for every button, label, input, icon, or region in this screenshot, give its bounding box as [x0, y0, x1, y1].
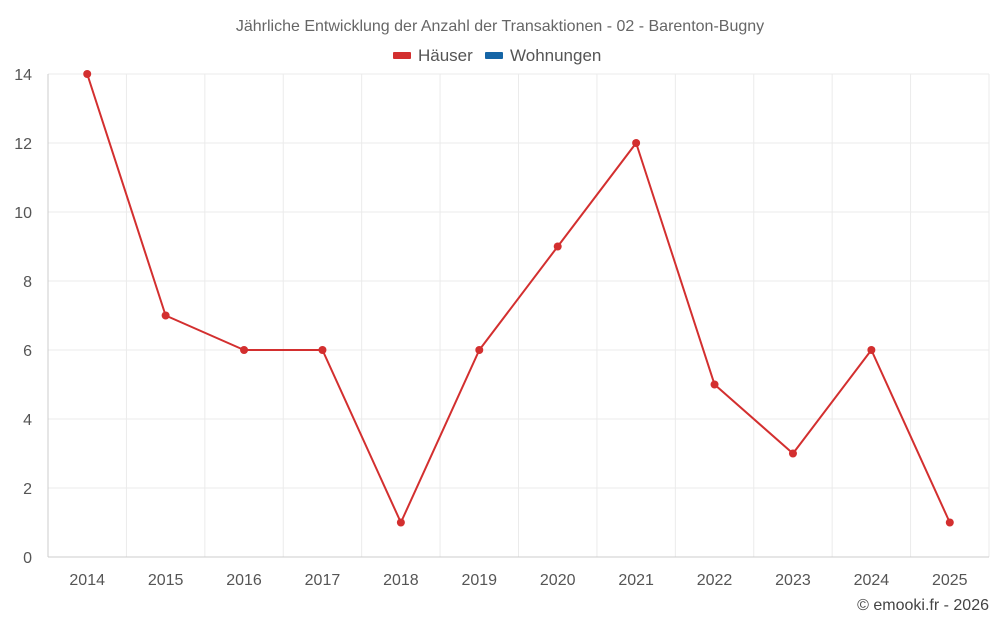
x-axis: 2014 2015 2016 2017 2018 2019 2020 2021 2022 2023…	[48, 556, 989, 589]
x-tick-label: 2018	[383, 572, 419, 589]
x-tick-label: 2020	[540, 572, 576, 589]
data-point[interactable]	[396, 518, 405, 527]
y-tick-label: 10	[14, 205, 32, 222]
data-point[interactable]	[318, 346, 327, 354]
y-tick-label: 6	[23, 343, 32, 360]
legend-item-haeuser[interactable]: Häuser	[393, 46, 473, 65]
x-tick-label: 2019	[461, 572, 497, 589]
legend-label-wohnungen: Wohnungen	[510, 46, 601, 65]
data-point[interactable]	[553, 242, 562, 251]
data-point[interactable]	[161, 311, 170, 320]
legend-item-wohnungen[interactable]: Wohnungen	[485, 46, 601, 65]
data-point[interactable]	[475, 346, 484, 354]
y-axis: 0 2 4 6 8 10 12 14	[14, 67, 49, 567]
y-tick-label: 8	[23, 274, 32, 291]
credit-text: © emooki.fr - 2026	[857, 597, 989, 614]
legend-swatch-wohnungen	[485, 52, 503, 59]
x-tick-label: 2017	[305, 572, 341, 589]
legend: Häuser Wohnungen	[393, 46, 601, 65]
data-point[interactable]	[788, 449, 797, 458]
data-point[interactable]	[240, 346, 249, 354]
y-tick-label: 2	[23, 481, 32, 498]
data-point[interactable]	[945, 518, 954, 527]
x-tick-label: 2025	[932, 572, 968, 589]
y-tick-label: 12	[14, 136, 32, 153]
data-point[interactable]	[867, 346, 876, 354]
x-tick-label: 2016	[226, 572, 262, 589]
chart-title: Jährliche Entwicklung der Anzahl der Tra…	[236, 18, 764, 35]
x-tick-label: 2015	[148, 572, 184, 589]
y-tick-label: 14	[14, 67, 32, 84]
x-tick-label: 2023	[775, 572, 811, 589]
series-line	[86, 73, 951, 524]
x-tick-label: 2022	[697, 572, 733, 589]
legend-swatch-haeuser	[393, 52, 411, 59]
y-tick-label: 4	[23, 412, 32, 429]
x-tick-label: 2021	[618, 572, 654, 589]
series-haeuser	[83, 70, 954, 527]
x-tick-label: 2024	[854, 572, 890, 589]
legend-label-haeuser: Häuser	[418, 46, 473, 65]
grid	[47, 73, 990, 557]
y-tick-label: 0	[23, 550, 32, 567]
data-point[interactable]	[83, 70, 92, 78]
data-point[interactable]	[632, 139, 641, 147]
data-point[interactable]	[710, 380, 719, 389]
x-tick-label: 2014	[69, 572, 105, 589]
